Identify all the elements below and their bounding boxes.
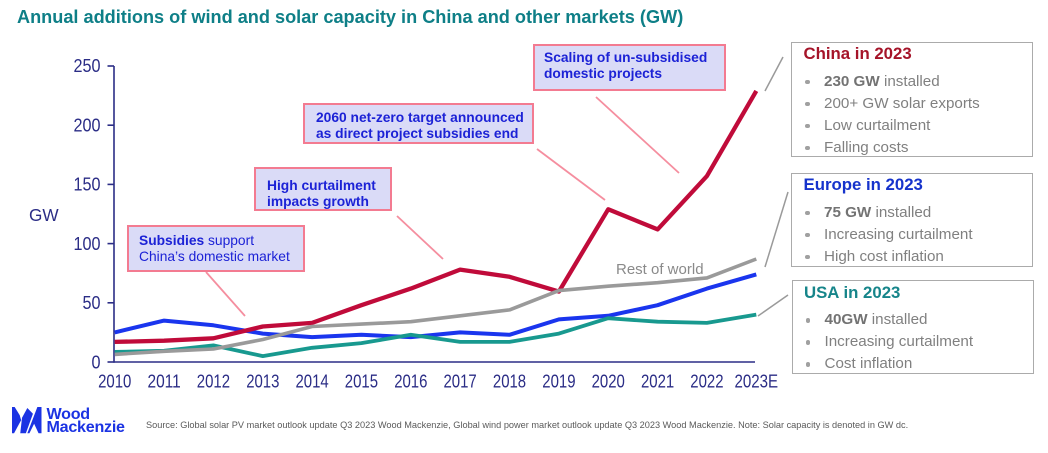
svg-text:250: 250: [74, 55, 101, 76]
svg-text:100: 100: [74, 233, 101, 254]
svg-text:2010: 2010: [98, 371, 131, 392]
svg-text:2018: 2018: [493, 371, 526, 392]
svg-text:2012: 2012: [197, 371, 230, 392]
svg-text:2015: 2015: [345, 371, 378, 392]
svg-text:0: 0: [92, 351, 101, 372]
svg-text:2020: 2020: [592, 371, 625, 392]
svg-text:2016: 2016: [394, 371, 427, 392]
svg-text:2022: 2022: [690, 371, 723, 392]
svg-text:2021: 2021: [641, 371, 674, 392]
svg-text:50: 50: [83, 292, 101, 313]
svg-text:2023E: 2023E: [735, 371, 779, 392]
svg-text:2011: 2011: [148, 371, 181, 392]
svg-text:200: 200: [74, 115, 101, 136]
svg-text:2013: 2013: [246, 371, 279, 392]
svg-text:2014: 2014: [296, 371, 329, 392]
svg-text:2017: 2017: [444, 371, 477, 392]
svg-text:150: 150: [74, 174, 101, 195]
svg-text:2019: 2019: [542, 371, 575, 392]
